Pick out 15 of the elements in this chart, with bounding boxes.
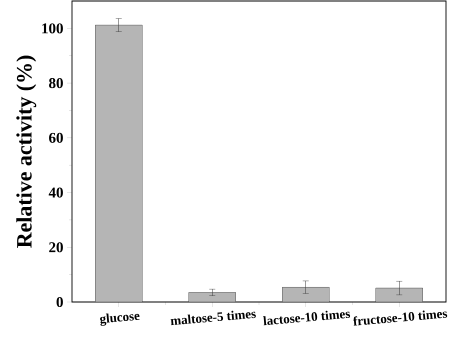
- y-tick-label: 20: [49, 242, 63, 252]
- y-tick-label: 60: [49, 132, 63, 143]
- y-axis-title: Relative activity (%): [16, 56, 36, 248]
- bar: [282, 287, 330, 302]
- x-tick-label: fructose-10 times: [353, 310, 448, 326]
- bar: [95, 24, 142, 302]
- y-tick-label: 40: [48, 188, 63, 198]
- bar: [376, 288, 423, 302]
- x-tick-label: maltose-5 times: [170, 310, 256, 326]
- x-tick-label: glucose: [100, 313, 140, 326]
- x-tick-label: lactose-10 times: [263, 310, 350, 326]
- bar: [188, 292, 236, 302]
- y-tick-label: 0: [56, 296, 63, 308]
- y-tick-label: 100: [42, 23, 63, 34]
- y-tick-label: 80: [49, 78, 63, 88]
